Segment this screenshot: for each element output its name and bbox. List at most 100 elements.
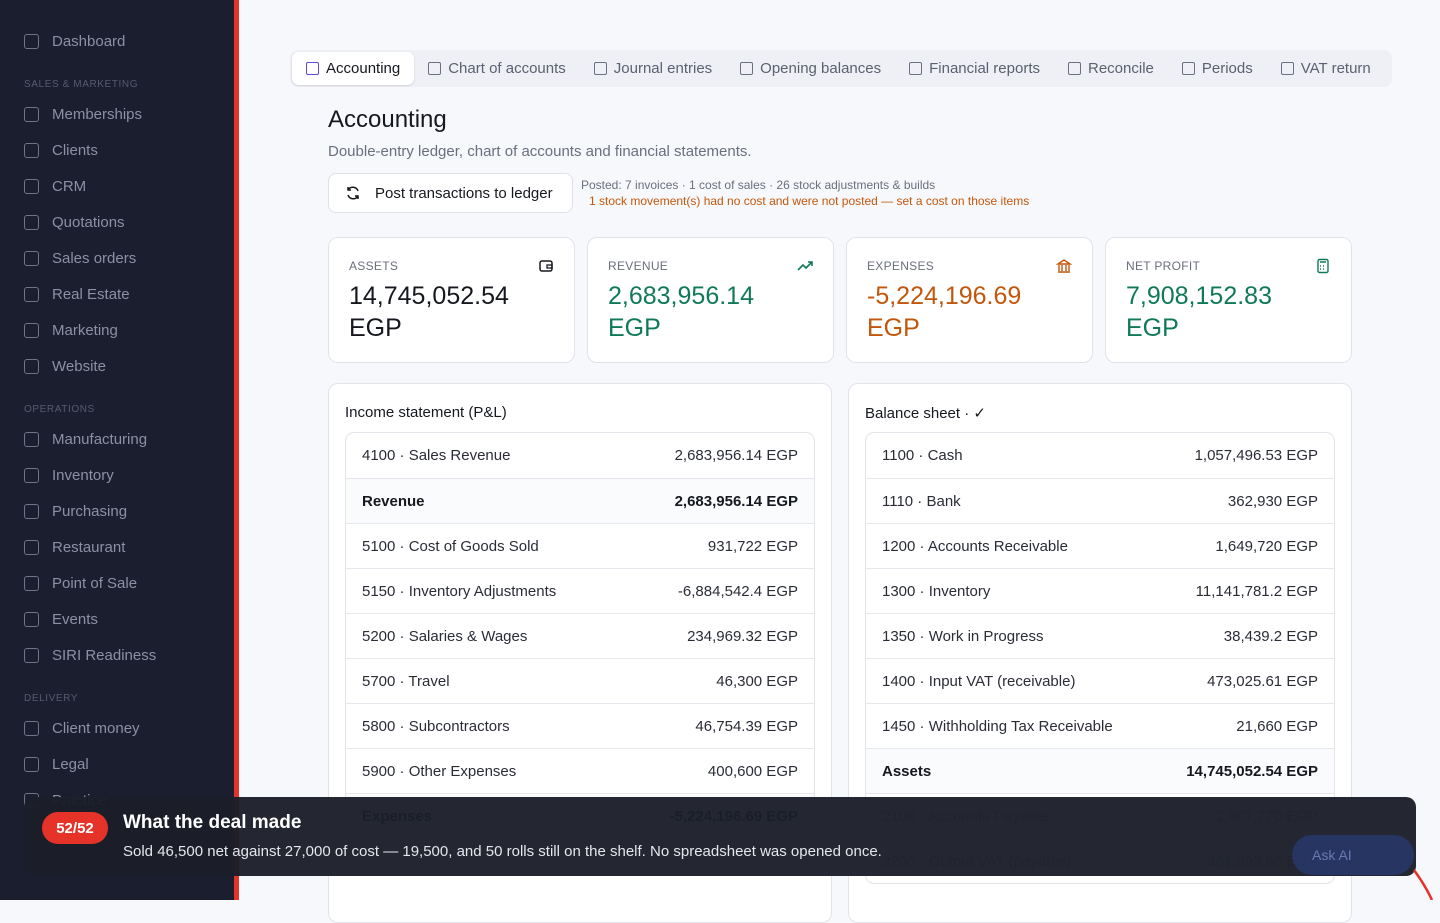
- account-amount: 473,025.61 EGP: [1207, 672, 1318, 690]
- nav-icon: [24, 612, 39, 627]
- tab[interactable]: Accounting: [292, 52, 415, 85]
- tab[interactable]: Opening balances: [726, 52, 895, 85]
- ask-ai-label: Ask AI: [1312, 847, 1352, 863]
- nav-item[interactable]: Legal: [24, 756, 89, 773]
- nav-item[interactable]: Purchasing: [24, 503, 127, 520]
- kpi-value: 14,745,052.54 EGP: [349, 282, 509, 342]
- nav-item[interactable]: Website: [24, 358, 106, 375]
- nav-item[interactable]: Clients: [24, 142, 98, 159]
- table-row: 1450 · Withholding Tax Receivable 21,660 …: [866, 703, 1334, 748]
- account-amount: 362,930 EGP: [1227, 492, 1318, 510]
- account-name: 1450 · Withholding Tax Receivable: [882, 717, 1113, 735]
- tab-label: Periods: [1201, 60, 1253, 77]
- table-row: 5900 · Other Expenses 400,600 EGP: [346, 748, 814, 793]
- account-amount: 1,057,496.53 EGP: [1194, 447, 1318, 464]
- kpi-value: 7,908,152.83 EGP: [1126, 282, 1272, 342]
- nav-item[interactable]: Marketing: [24, 322, 118, 339]
- nav-item[interactable]: Sales orders: [24, 250, 136, 267]
- tab-icon: [1068, 62, 1081, 75]
- tab[interactable]: Periods: [1168, 52, 1267, 85]
- account-name: 5150 · Inventory Adjustments: [362, 582, 557, 600]
- toast-badge: 52/52: [42, 812, 108, 844]
- nav-icon: [24, 721, 39, 736]
- table-row: 1350 · Work in Progress 38,439.2 EGP: [866, 613, 1334, 658]
- nav-item[interactable]: Point of Sale: [24, 575, 137, 592]
- nav-label: Client money: [52, 720, 140, 737]
- tab[interactable]: Journal entries: [580, 52, 726, 85]
- account-name: 5800 · Subcontractors: [362, 717, 510, 735]
- table-row: 1400 · Input VAT (receivable) 473,025.61 …: [866, 658, 1334, 703]
- table-row: 1200 · Accounts Receivable 1,649,720 EGP: [866, 523, 1334, 568]
- ask-ai-button[interactable]: Ask AI: [1292, 835, 1414, 875]
- account-name: 5900 · Other Expenses: [362, 762, 517, 780]
- kpi-value: -5,224,196.69 EGP: [867, 282, 1022, 342]
- table-row: 5100 · Cost of Goods Sold 931,722 EGP: [346, 523, 814, 568]
- kpi-label: REVENUE: [608, 259, 669, 273]
- kpi-icon: [1317, 258, 1329, 274]
- account-amount: 38,439.2 EGP: [1223, 627, 1318, 645]
- nav-label: Clients: [52, 142, 98, 159]
- panel-title: Balance sheet · ✓: [865, 405, 986, 422]
- nav-icon: [24, 359, 39, 374]
- tab[interactable]: Chart of accounts: [414, 52, 580, 85]
- nav-item[interactable]: Events: [24, 611, 98, 628]
- tab-label: Reconcile: [1088, 60, 1154, 77]
- tab[interactable]: Financial reports: [895, 52, 1054, 85]
- nav-label: SIRI Readiness: [52, 647, 157, 664]
- account-name: Assets: [882, 762, 932, 780]
- nav-icon: [24, 468, 39, 483]
- table-row: 1300 · Inventory 11,141,781.2 EGP: [866, 568, 1334, 613]
- nav-item[interactable]: Inventory: [24, 467, 114, 484]
- nav-label: Purchasing: [52, 503, 128, 520]
- account-amount: 234,969.32 EGP: [687, 627, 798, 645]
- account-amount: 46,300 EGP: [716, 672, 798, 690]
- toast-title: What the deal made: [123, 812, 302, 833]
- tab-label: Financial reports: [929, 60, 1040, 77]
- nav-label: Website: [52, 358, 106, 375]
- account-name: 1400 · Input VAT (receivable): [882, 672, 1076, 690]
- tab-icon: [909, 62, 923, 75]
- table-row: 5700 · Travel 46,300 EGP: [346, 658, 814, 703]
- nav-item[interactable]: Manufacturing: [24, 431, 147, 448]
- tab[interactable]: VAT return: [1267, 52, 1385, 85]
- nav-label: Events: [52, 611, 98, 628]
- tab-icon: [306, 62, 319, 75]
- nav-icon: [24, 107, 39, 122]
- sidebar: Dashboard SALES & MARKETING Memberships Cli…: [0, 0, 234, 900]
- nav-item[interactable]: CRM: [24, 178, 86, 195]
- nav-item[interactable]: Dashboard: [24, 33, 125, 50]
- account-name: 1100 · Cash: [882, 447, 963, 464]
- nav-label: Dashboard: [52, 33, 126, 50]
- section-title: DELIVERY: [24, 693, 79, 704]
- nav-icon: [24, 648, 39, 663]
- tab-icon: [593, 62, 607, 75]
- account-name: 5700 · Travel: [362, 672, 450, 690]
- nav-label: Sales orders: [52, 250, 137, 267]
- sidebar-border: [234, 0, 239, 900]
- table-row: 5800 · Subcontractors 46,754.39 EGP: [346, 703, 814, 748]
- warning-note: 1 stock movement(s) had no cost and were…: [589, 194, 1030, 208]
- nav-icon: [24, 34, 39, 49]
- kpi-card: ASSETS 14,745,052.54 EGP: [328, 237, 575, 363]
- table-row: 1100 · Cash 1,057,496.53 EGP: [866, 433, 1334, 478]
- account-amount: 11,141,781.2 EGP: [1195, 582, 1318, 600]
- nav-label: Restaurant: [52, 539, 126, 556]
- nav-item[interactable]: Restaurant: [24, 539, 125, 556]
- income-table: 4100 · Sales Revenue 2,683,956.14 EGP Reve…: [345, 432, 815, 839]
- nav-item[interactable]: Memberships: [24, 106, 142, 123]
- nav-item[interactable]: Client money: [24, 720, 140, 737]
- toast: 52/52 What the deal made Sold 46,500 net…: [24, 797, 1416, 876]
- kpi-card: EXPENSES -5,224,196.69 EGP: [846, 237, 1093, 363]
- tab[interactable]: Reconcile: [1054, 52, 1168, 85]
- account-name: 5200 · Salaries & Wages: [362, 627, 528, 645]
- post-button[interactable]: Post transactions to ledger: [328, 173, 573, 213]
- nav-item[interactable]: SIRI Readiness: [24, 647, 156, 664]
- nav-icon: [24, 179, 39, 194]
- toast-body: Sold 46,500 net against 27,000 of cost —…: [123, 843, 882, 860]
- account-name: 5100 · Cost of Goods Sold: [362, 537, 539, 555]
- kpi-card: NET PROFIT 7,908,152.83 EGP: [1105, 237, 1352, 363]
- account-amount: 931,722 EGP: [707, 537, 798, 555]
- nav-item[interactable]: Quotations: [24, 214, 125, 231]
- nav-item[interactable]: Real Estate: [24, 286, 130, 303]
- nav-label: Real Estate: [52, 286, 130, 303]
